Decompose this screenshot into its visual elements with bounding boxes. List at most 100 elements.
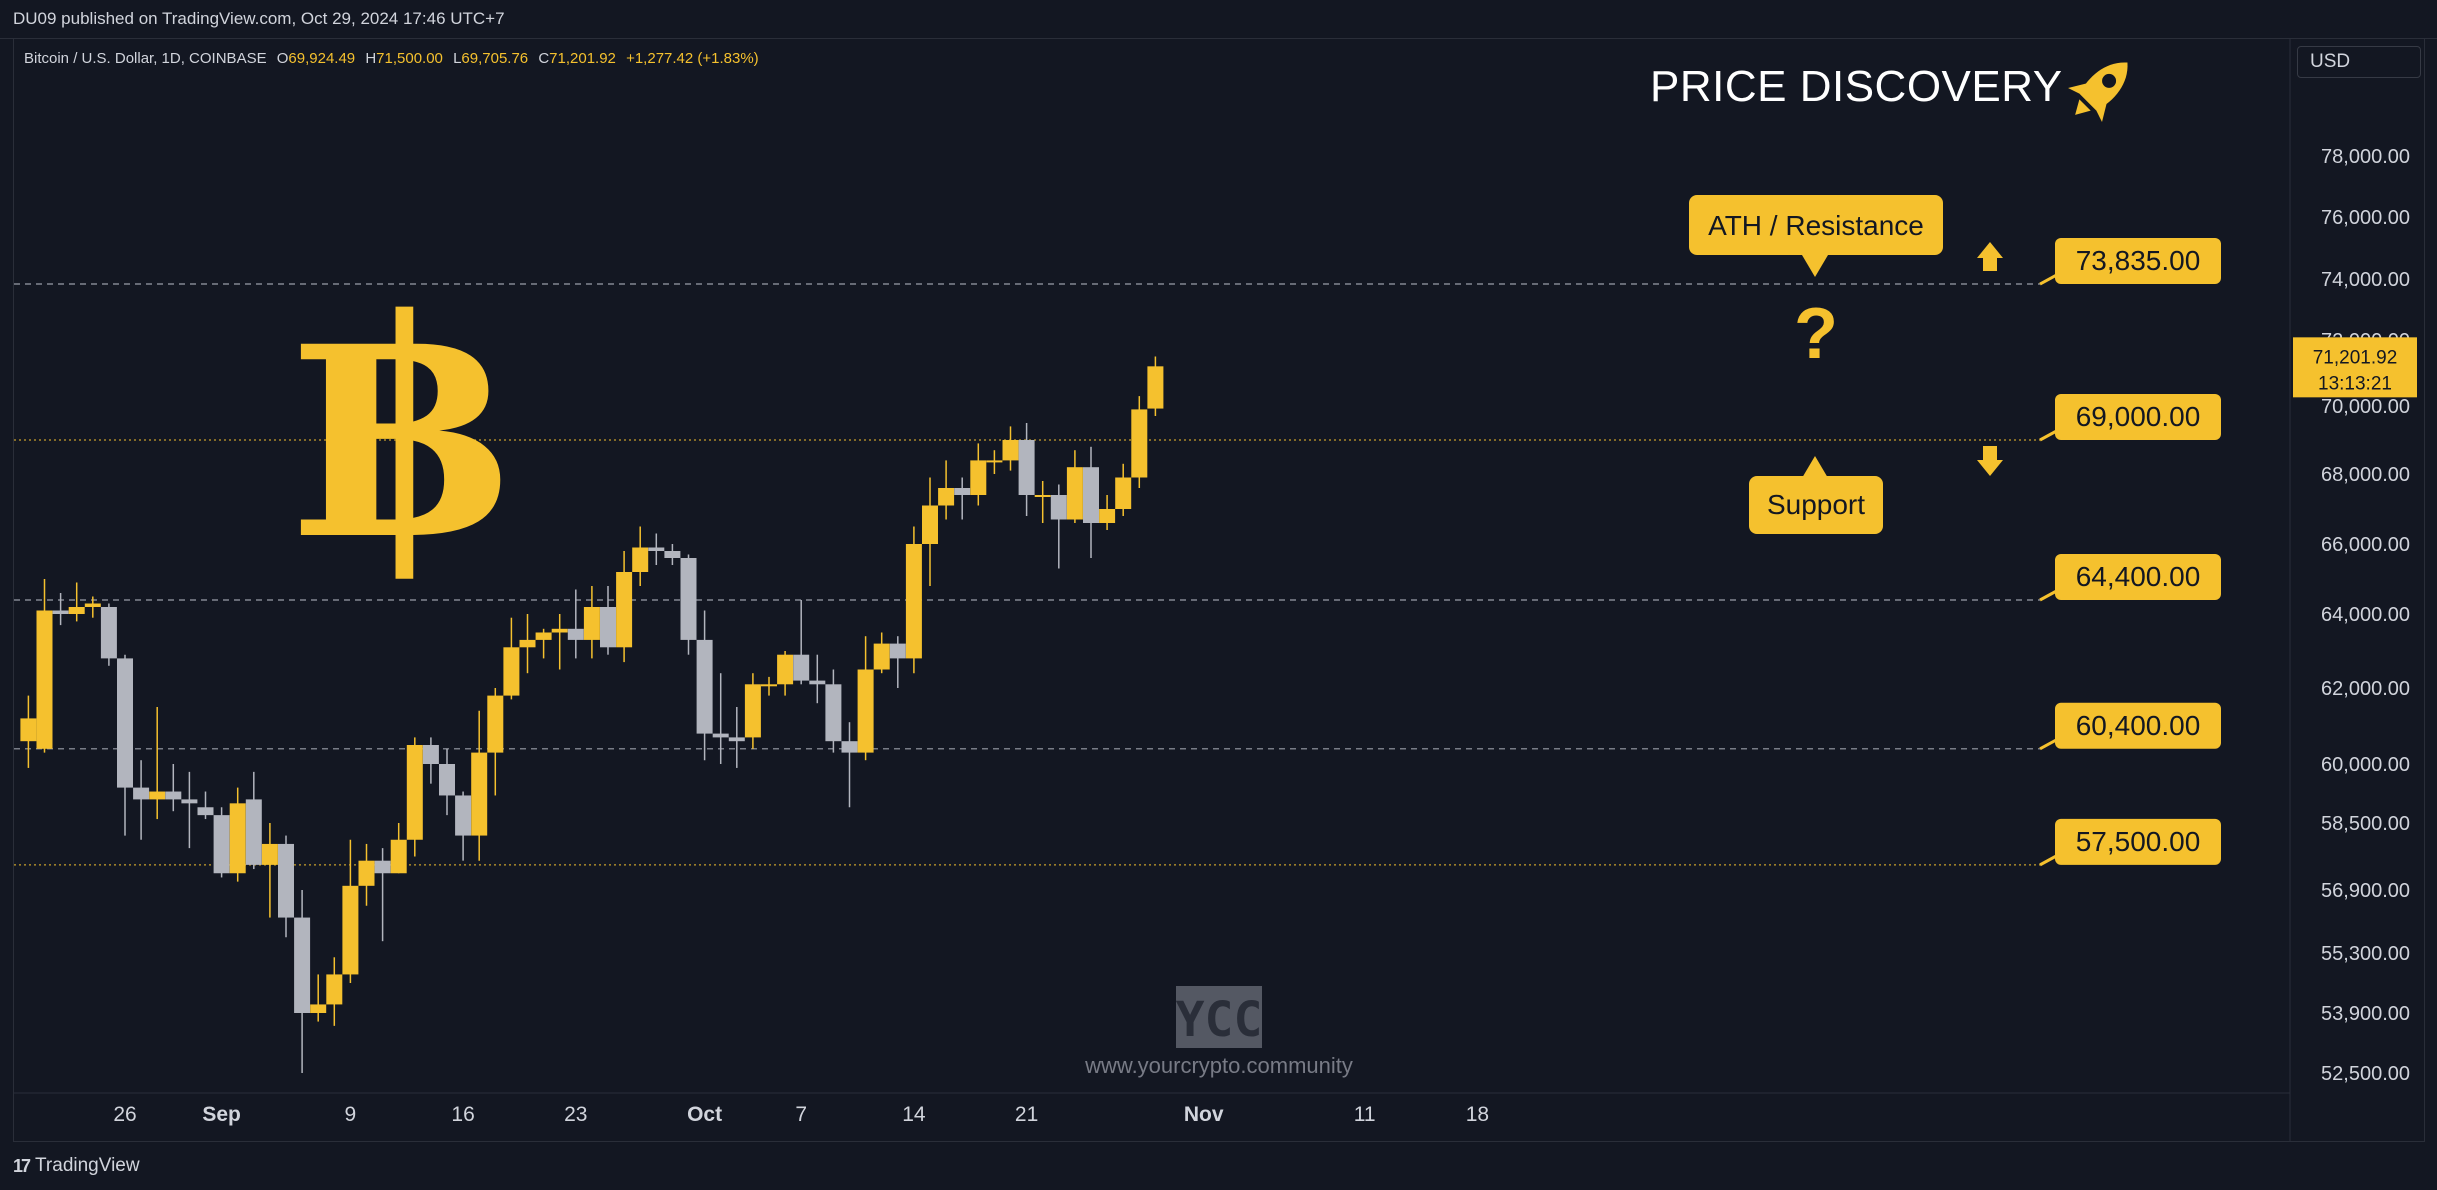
candle-body — [1083, 467, 1099, 523]
low-value: 69,705.76 — [461, 50, 529, 67]
time-tick-label: 16 — [451, 1103, 474, 1126]
level-price-label: 64,400.00 — [2076, 561, 2201, 592]
price-tick-label: 64,000.00 — [2321, 604, 2410, 626]
candle-body — [551, 628, 568, 633]
candle-body — [954, 488, 971, 495]
time-tick-label: 9 — [345, 1103, 357, 1126]
tradingview-brand[interactable]: 17 TradingView — [13, 1155, 140, 1177]
candle-body — [213, 815, 230, 874]
candle-body — [1034, 495, 1051, 497]
level-price-label: 69,000.00 — [2076, 401, 2201, 432]
candle-body — [889, 643, 906, 659]
candle-body — [455, 795, 472, 836]
price-tick-label: 56,900.00 — [2321, 880, 2410, 902]
candle-body — [406, 745, 423, 840]
candle-body — [68, 607, 85, 614]
tradingview-brand-label: TradingView — [35, 1155, 140, 1176]
currency-button[interactable]: USD — [2297, 46, 2421, 78]
time-tick-label: 21 — [1015, 1103, 1038, 1126]
candle-body — [1018, 440, 1035, 495]
chart-frame[interactable] — [13, 38, 2425, 1142]
time-tick-label: Nov — [1184, 1103, 1224, 1126]
price-tick-label: 76,000.00 — [2321, 207, 2410, 229]
change-value: +1,277.42 (+1.83%) — [626, 50, 759, 67]
candle-body — [1050, 495, 1067, 520]
candle-body — [165, 791, 182, 800]
candle-body — [422, 745, 439, 764]
candle-body — [728, 737, 745, 742]
time-axis: 26 Sep 9 16 23 Oct 7 14 21 Nov 11 18 — [14, 1092, 2290, 1126]
question-mark: ? — [1794, 294, 1838, 374]
candle-body — [793, 654, 810, 681]
candle-body — [922, 505, 938, 544]
resistance-callout-pointer — [1802, 255, 1828, 277]
candle-body — [149, 791, 166, 800]
price-tick-label: 52,500.00 — [2321, 1063, 2410, 1085]
candle-body — [439, 764, 455, 796]
candle-body — [857, 669, 874, 753]
candle-body — [1002, 440, 1019, 461]
level-price-label: 73,835.00 — [2076, 245, 2201, 276]
open-value: 69,924.49 — [288, 50, 356, 67]
candle-body — [294, 917, 311, 1013]
level-price-box — [2055, 702, 2221, 749]
candle-body — [841, 741, 858, 753]
price-tick-label: 60,000.00 — [2321, 754, 2410, 776]
candle-body — [181, 799, 198, 804]
candle-body — [36, 610, 53, 749]
candle-body — [680, 558, 697, 640]
candle-body — [310, 1004, 327, 1013]
price-tick-label: 55,300.00 — [2321, 943, 2410, 965]
candle-body — [358, 860, 375, 886]
rocket-window — [2102, 73, 2117, 88]
symbol-info[interactable]: Bitcoin / U.S. Dollar, 1D, COINBASE O69,… — [24, 50, 759, 67]
time-tick-label: 18 — [1466, 1103, 1489, 1126]
arrow-down-icon — [1977, 446, 2003, 476]
countdown-label: 13:13:21 — [2318, 373, 2392, 394]
candle-body — [84, 603, 101, 607]
candle-body — [567, 628, 584, 640]
candle-body — [809, 680, 826, 685]
price-tick-label: 68,000.00 — [2321, 464, 2410, 486]
candles — [20, 356, 1164, 1073]
resistance-callout-box — [1689, 195, 1943, 255]
candle-body — [374, 860, 391, 874]
candle-body — [583, 607, 600, 640]
time-tick-label: 14 — [902, 1103, 926, 1126]
candle-body — [761, 684, 777, 687]
publisher-text: DU09 published on TradingView.com, Oct 2… — [13, 9, 505, 28]
high-value: 71,500.00 — [376, 50, 443, 67]
candle-body — [938, 488, 955, 506]
last-price-label: 71,201.92 — [2313, 347, 2398, 368]
price-tick-label: 70,000.00 — [2321, 396, 2410, 418]
support-callout-box — [1749, 476, 1883, 534]
level-price-box — [2055, 554, 2221, 600]
price-tick-label: 58,500.00 — [2321, 813, 2410, 835]
candle-body — [600, 607, 616, 648]
candle-body — [986, 460, 1003, 463]
candle-body — [905, 544, 922, 659]
bottom-strip — [0, 1142, 2437, 1190]
level-price-box — [2055, 818, 2221, 865]
close-value: 71,201.92 — [549, 50, 616, 67]
candle-body — [744, 684, 761, 738]
candle-body — [1147, 366, 1164, 409]
candle-body — [696, 639, 713, 734]
rocket-fin-left — [2068, 82, 2091, 94]
candle-body — [825, 684, 842, 742]
candle-body — [664, 551, 681, 558]
support-callout-label: Support — [1767, 489, 1865, 520]
price-tick-label: 78,000.00 — [2321, 146, 2410, 168]
price-tick-label: 66,000.00 — [2321, 534, 2410, 556]
rocket-icon — [2068, 62, 2128, 122]
candle-body — [245, 799, 262, 865]
time-tick-label: 26 — [113, 1103, 136, 1126]
candle-body — [342, 885, 359, 975]
rocket-flame — [2075, 99, 2091, 115]
level-lines — [14, 283, 2040, 866]
price-axis: 78,000.0076,000.0074,000.0072,000.0070,0… — [2289, 38, 2417, 1142]
candle-body — [1131, 409, 1148, 478]
candle-body — [326, 974, 343, 1005]
candle-body — [117, 658, 133, 788]
